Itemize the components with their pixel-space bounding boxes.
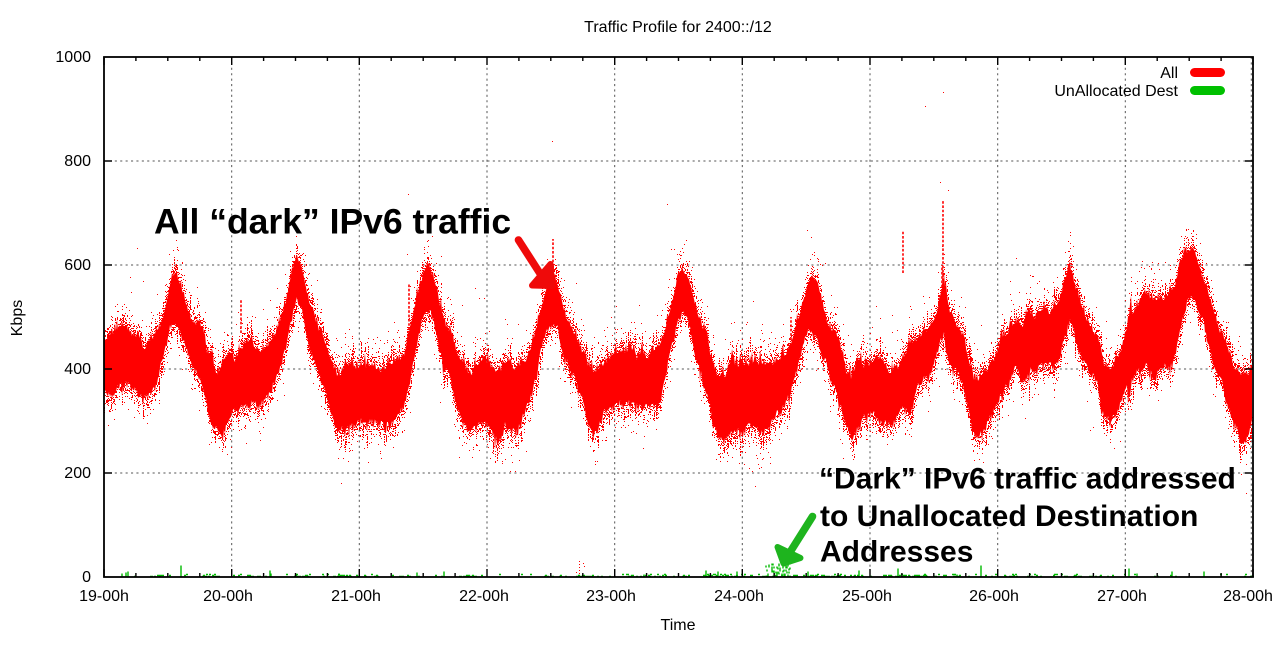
svg-text:21-00h: 21-00h (331, 588, 381, 605)
svg-text:200: 200 (64, 465, 91, 482)
svg-text:1000: 1000 (55, 49, 91, 66)
svg-text:27-00h: 27-00h (1097, 588, 1147, 605)
svg-text:400: 400 (64, 361, 91, 378)
svg-text:600: 600 (64, 257, 91, 274)
svg-text:22-00h: 22-00h (459, 588, 509, 605)
svg-text:to Unallocated Destination: to Unallocated Destination (820, 500, 1198, 533)
svg-text:20-00h: 20-00h (203, 588, 253, 605)
svg-text:23-00h: 23-00h (586, 588, 636, 605)
svg-text:“Dark” IPv6 traffic addressed: “Dark” IPv6 traffic addressed (819, 463, 1236, 496)
svg-text:26-00h: 26-00h (969, 588, 1019, 605)
svg-text:Addresses: Addresses (820, 536, 973, 569)
svg-text:19-00h: 19-00h (79, 588, 129, 605)
svg-text:28-00h: 28-00h (1223, 588, 1273, 605)
svg-text:25-00h: 25-00h (842, 588, 892, 605)
svg-text:0: 0 (82, 569, 91, 586)
svg-text:UnAllocated Dest: UnAllocated Dest (1054, 83, 1178, 100)
svg-text:Kbps: Kbps (9, 300, 26, 336)
svg-text:Time: Time (661, 617, 696, 634)
svg-text:All: All (1160, 65, 1178, 82)
svg-text:All “dark” IPv6 traffic: All “dark” IPv6 traffic (154, 202, 511, 242)
svg-text:800: 800 (64, 153, 91, 170)
svg-text:24-00h: 24-00h (714, 588, 764, 605)
svg-text:Traffic Profile for 2400::/12: Traffic Profile for 2400::/12 (584, 19, 772, 36)
